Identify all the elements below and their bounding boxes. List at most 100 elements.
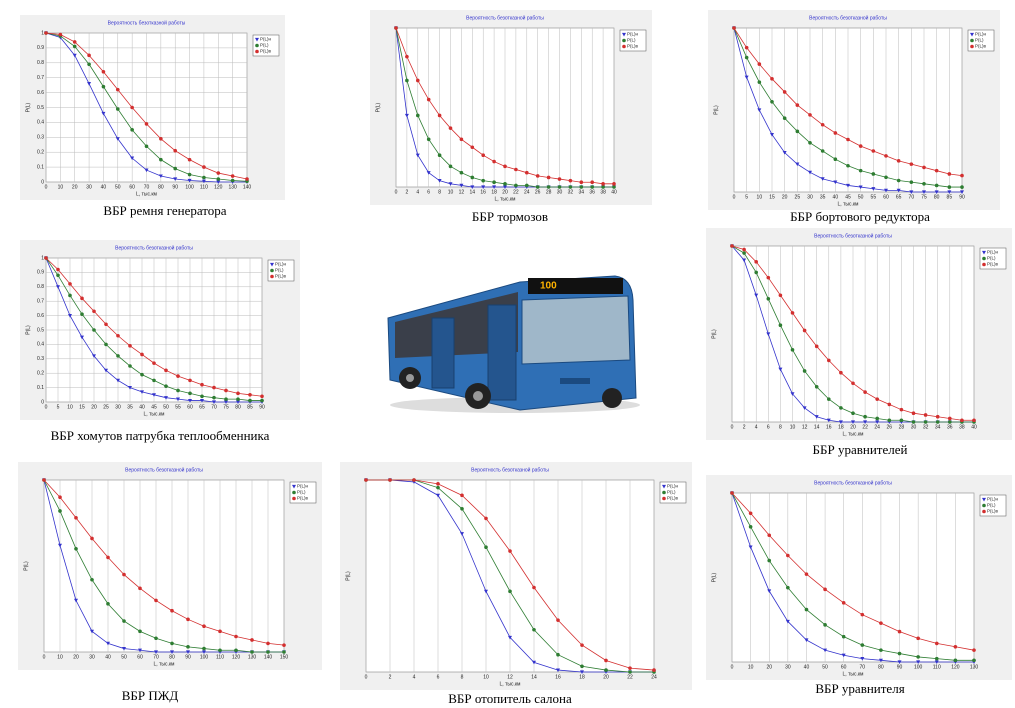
marker — [128, 344, 132, 348]
marker — [604, 668, 608, 672]
marker — [116, 88, 120, 92]
x-tick-label: 10 — [748, 664, 754, 670]
marker — [248, 393, 252, 397]
marker — [436, 482, 440, 486]
marker — [922, 182, 926, 186]
marker — [231, 174, 235, 178]
marker — [44, 31, 48, 35]
marker — [842, 635, 846, 639]
marker — [102, 85, 106, 89]
marker — [200, 394, 204, 398]
x-tick-label: 12 — [507, 674, 513, 680]
legend-marker — [622, 45, 626, 49]
x-tick-label: 15 — [769, 194, 775, 200]
marker — [282, 650, 286, 654]
marker — [80, 297, 84, 301]
marker — [128, 364, 132, 368]
x-tick-label: 130 — [228, 184, 237, 190]
legend-marker — [292, 491, 296, 495]
marker — [503, 182, 507, 186]
x-tick-label: 24 — [651, 674, 657, 680]
x-tick-label: 120 — [951, 664, 960, 670]
marker — [266, 650, 270, 654]
y-tick-label: 0.4 — [37, 120, 44, 126]
y-tick-label: 0.5 — [37, 105, 44, 111]
marker — [104, 343, 108, 347]
x-tick-label: 90 — [172, 184, 178, 190]
legend-label: P(L) — [667, 490, 676, 495]
marker — [556, 618, 560, 622]
marker — [152, 361, 156, 365]
marker — [767, 276, 771, 280]
marker — [859, 144, 863, 148]
x-tick-label: 40 — [139, 404, 145, 410]
marker — [536, 174, 540, 178]
route-number: 100 — [540, 281, 557, 292]
marker — [416, 79, 420, 83]
marker — [525, 184, 529, 188]
marker — [972, 418, 976, 422]
legend-label: P(L)н — [260, 37, 272, 42]
x-tick-label: 65 — [199, 404, 205, 410]
legend-label: P(L) — [627, 38, 636, 43]
marker — [492, 180, 496, 184]
x-tick-label: 4 — [413, 674, 416, 680]
marker — [481, 179, 485, 183]
x-tick-label: 20 — [502, 189, 508, 195]
marker — [87, 62, 91, 66]
legend-marker — [982, 510, 986, 514]
marker — [580, 664, 584, 668]
x-tick-label: 30 — [115, 404, 121, 410]
marker — [460, 171, 464, 175]
x-tick-label: 45 — [151, 404, 157, 410]
y-tick-label: 0.4 — [37, 342, 44, 348]
x-tick-label: 16 — [826, 424, 832, 430]
legend-label: P(L) — [260, 43, 269, 48]
y-tick-label: 0.6 — [37, 313, 44, 319]
marker — [796, 103, 800, 107]
marker — [580, 180, 584, 184]
marker — [436, 486, 440, 490]
legend-marker — [255, 44, 259, 48]
marker — [130, 106, 134, 110]
marker — [250, 650, 254, 654]
marker — [796, 130, 800, 134]
x-tick-label: 4 — [416, 189, 419, 195]
marker — [364, 478, 368, 482]
marker — [628, 666, 632, 670]
marker — [900, 418, 904, 422]
marker — [803, 369, 807, 373]
marker — [202, 647, 206, 651]
x-tick-label: 32 — [568, 189, 574, 195]
marker — [749, 525, 753, 529]
y-tick-label: 0.6 — [37, 90, 44, 96]
marker — [808, 113, 812, 117]
marker — [250, 638, 254, 642]
x-tick-label: 8 — [438, 189, 441, 195]
marker — [154, 599, 158, 603]
x-tick-label: 40 — [833, 194, 839, 200]
marker — [68, 294, 72, 298]
marker — [405, 55, 409, 59]
marker — [935, 169, 939, 173]
marker — [612, 185, 616, 189]
x-tick-label: 2 — [389, 674, 392, 680]
x-tick-label: 50 — [822, 664, 828, 670]
marker — [236, 392, 240, 396]
legend-label: P(L)в — [667, 496, 679, 501]
marker — [427, 98, 431, 102]
y-axis-label: P(L) — [713, 105, 719, 115]
marker — [90, 578, 94, 582]
marker — [170, 642, 174, 646]
marker — [173, 167, 177, 171]
marker — [879, 648, 883, 652]
marker — [234, 648, 238, 652]
x-tick-label: 20 — [782, 194, 788, 200]
marker — [202, 624, 206, 628]
x-tick-label: 16 — [480, 189, 486, 195]
chart-caption: ВБР хомутов патрубка теплообменника — [51, 428, 270, 443]
marker — [74, 516, 78, 520]
y-tick-label: 1 — [41, 255, 44, 261]
chart-caption: ББР уравнителей — [813, 442, 908, 457]
marker — [186, 645, 190, 649]
